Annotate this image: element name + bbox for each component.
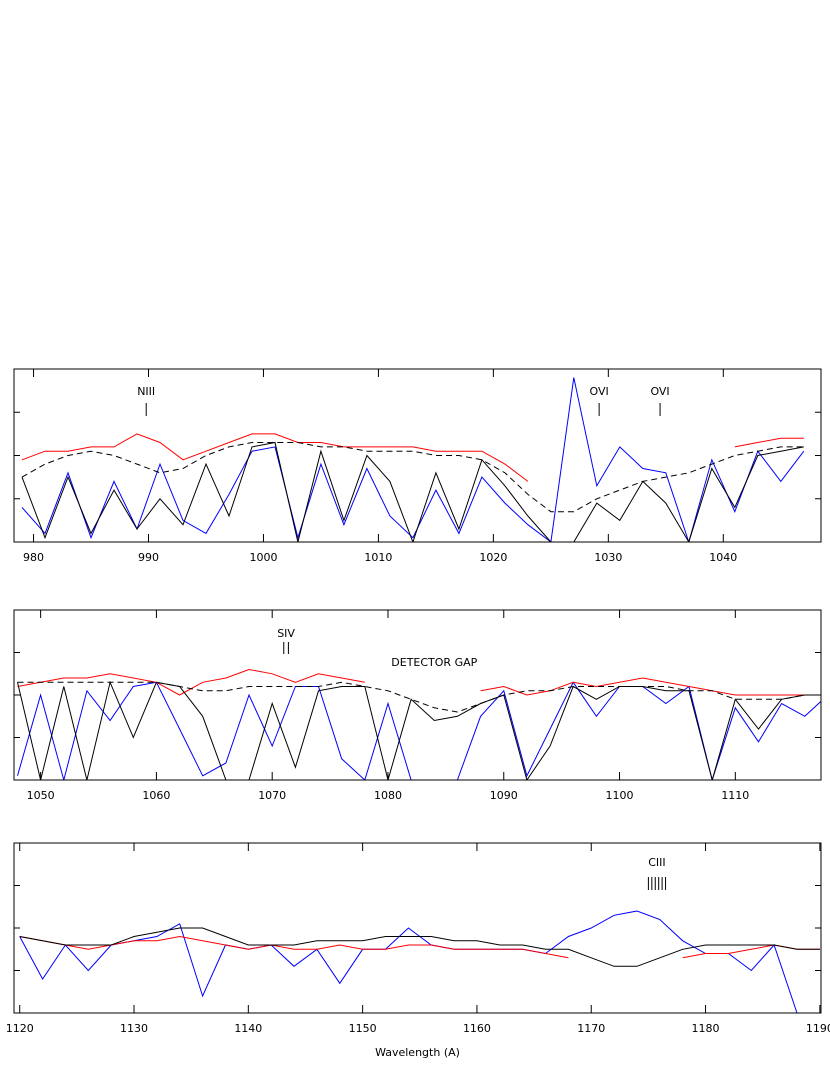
x-tick-label: 1090: [490, 789, 518, 802]
x-tick-label: 1000: [249, 551, 277, 564]
spectrum-line: [21, 433, 804, 482]
x-tick-label: 990: [138, 551, 159, 564]
x-tick-label: 1150: [349, 1022, 377, 1035]
annotation: OVI: [590, 385, 609, 398]
x-tick-label: 1120: [6, 1022, 34, 1035]
x-tick-label: 1010: [364, 551, 392, 564]
x-tick-label: 1070: [258, 789, 286, 802]
x-tick-label: 1170: [577, 1022, 605, 1035]
x-tick-label: 1080: [374, 789, 402, 802]
annotation: NIII: [137, 385, 155, 398]
x-tick-label: 1040: [709, 551, 737, 564]
x-tick-label: 1030: [594, 551, 622, 564]
annotation: SIV: [277, 627, 295, 640]
spectrum-line: [17, 680, 821, 780]
x-tick-label: 1110: [721, 789, 749, 802]
annotation: CIII: [648, 856, 665, 869]
x-tick-label: 1140: [234, 1022, 262, 1035]
spectrum-line: [21, 377, 805, 542]
x-tick-label: 1130: [120, 1022, 148, 1035]
spectrum-line: [17, 681, 821, 780]
spectrum-line: [21, 442, 804, 513]
annotation: OVI: [650, 385, 669, 398]
x-tick-label: 1050: [27, 789, 55, 802]
x-tick-label: 1020: [479, 551, 507, 564]
spectrum-line: [19, 927, 820, 967]
x-axis-label: Wavelength (A): [375, 1046, 460, 1059]
x-tick-label: 1100: [606, 789, 634, 802]
x-tick-label: 1180: [692, 1022, 720, 1035]
x-tick-label: 1060: [142, 789, 170, 802]
x-tick-label: 1160: [463, 1022, 491, 1035]
spectrum-line: [17, 681, 821, 713]
x-tick-label: 980: [23, 551, 44, 564]
frame: [13, 842, 822, 1014]
annotation: DETECTOR GAP: [391, 656, 477, 669]
x-tick-label: 1190: [806, 1022, 830, 1035]
spectrum-line: [21, 441, 804, 542]
spectrum-line: [19, 910, 798, 1013]
frame: [13, 368, 822, 543]
frame: [13, 609, 822, 781]
